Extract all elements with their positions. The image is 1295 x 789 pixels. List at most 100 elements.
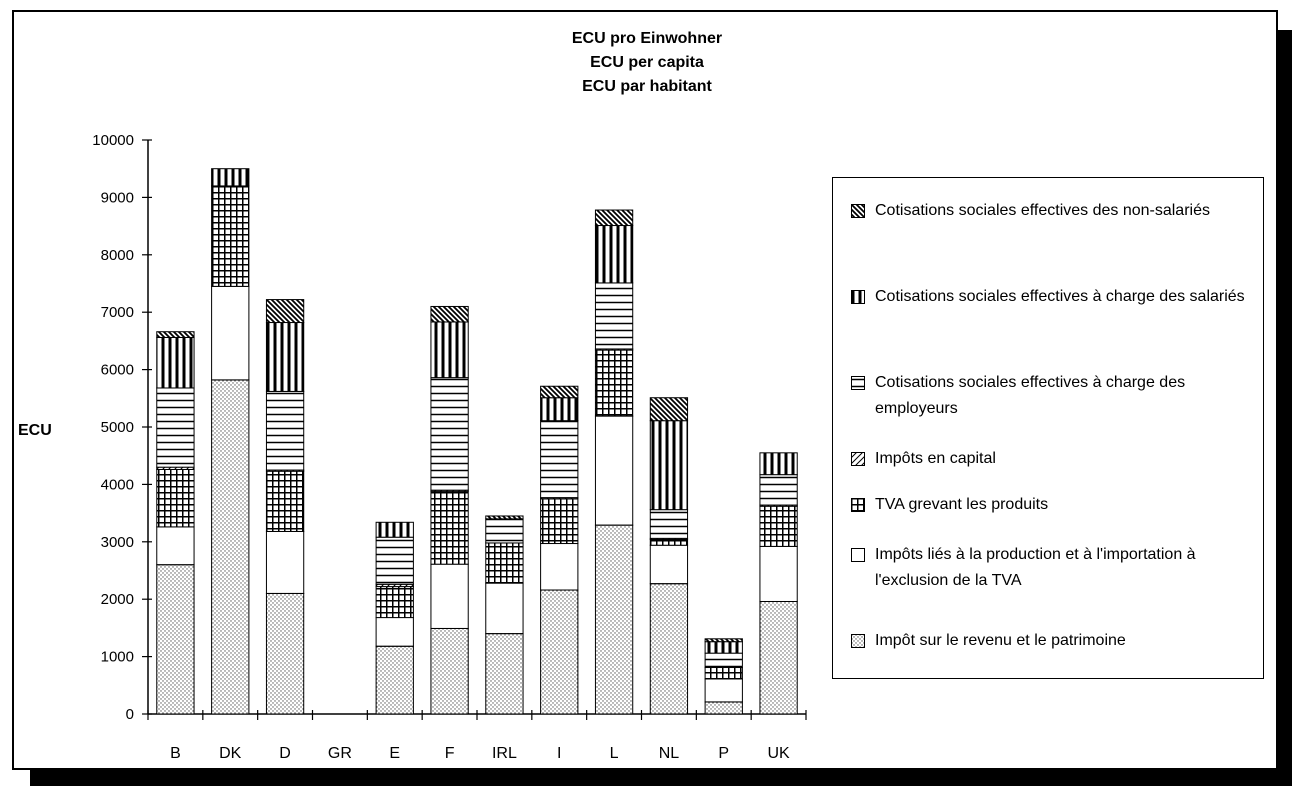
bar-segment bbox=[540, 543, 579, 591]
bar-segment bbox=[649, 509, 689, 539]
bar-segment bbox=[375, 521, 414, 538]
bar-segment bbox=[704, 652, 743, 669]
x-tick-label: D bbox=[279, 745, 291, 762]
bar-segment bbox=[375, 586, 414, 619]
legend-swatch bbox=[851, 498, 865, 512]
axes bbox=[142, 139, 807, 720]
bar-segment bbox=[430, 563, 469, 629]
bar-segment bbox=[540, 385, 579, 399]
chart-frame: ECU pro Einwohner ECU per capita ECU par… bbox=[12, 10, 1278, 770]
bar-segment bbox=[759, 600, 798, 715]
y-tick-label: 7000 bbox=[101, 304, 134, 321]
legend-label: Impôt sur le revenu et le patrimoine bbox=[875, 632, 1126, 649]
bar-segment bbox=[265, 530, 305, 594]
bar-segment bbox=[156, 468, 195, 528]
y-tick-label: 9000 bbox=[101, 189, 134, 206]
legend-swatch bbox=[851, 204, 865, 218]
y-tick-label: 5000 bbox=[101, 419, 134, 436]
bar-segment bbox=[265, 322, 305, 392]
bar-segment bbox=[430, 377, 469, 491]
bar-segment bbox=[375, 645, 414, 715]
y-tick-label: 10000 bbox=[92, 132, 134, 149]
bar-segment bbox=[156, 526, 195, 566]
bar-segment bbox=[156, 331, 195, 338]
x-tick-label: DK bbox=[219, 745, 242, 762]
bar-segment bbox=[759, 452, 798, 476]
bar-segment bbox=[540, 397, 579, 422]
legend-swatch bbox=[851, 548, 865, 562]
bar-segment bbox=[594, 415, 634, 526]
bar-segment bbox=[430, 490, 469, 565]
bar-segment bbox=[211, 185, 250, 287]
bar-segment bbox=[375, 536, 414, 585]
bar-segment bbox=[485, 518, 524, 544]
bar-segment bbox=[265, 299, 305, 324]
bar-segment bbox=[430, 321, 469, 379]
chart-title-line-3: ECU par habitant bbox=[582, 78, 712, 95]
bar-segment bbox=[704, 641, 743, 654]
chart-title-line-1: ECU pro Einwohner bbox=[571, 30, 723, 47]
bar-segment bbox=[430, 627, 469, 715]
bar-segment bbox=[704, 678, 743, 703]
y-axis-label: ECU bbox=[18, 422, 52, 439]
x-tick-label: IRL bbox=[492, 745, 517, 762]
bar-segment bbox=[594, 209, 634, 227]
bar-segment bbox=[485, 515, 524, 520]
bar-segment bbox=[649, 420, 689, 511]
bar-segment bbox=[211, 168, 250, 187]
x-tick-label: F bbox=[445, 745, 455, 762]
legend-label: TVA grevant les produits bbox=[875, 496, 1049, 513]
chart-title-line-2: ECU per capita bbox=[590, 54, 704, 71]
bar-segment bbox=[759, 474, 798, 506]
x-tick-label: GR bbox=[328, 745, 352, 762]
bar-segment bbox=[649, 544, 689, 585]
y-tick-label: 3000 bbox=[101, 534, 134, 551]
bar-segment bbox=[265, 390, 305, 471]
bar-segment bbox=[704, 667, 743, 680]
legend-label: Impôts en capital bbox=[875, 450, 996, 467]
y-tick-label: 6000 bbox=[101, 362, 134, 379]
bar-segment bbox=[156, 387, 195, 468]
y-tick-label: 8000 bbox=[101, 247, 134, 264]
legend-label: Cotisations sociales effectives des non-… bbox=[875, 202, 1210, 219]
bar-segment bbox=[540, 498, 579, 545]
bar-segment bbox=[156, 336, 195, 389]
bar-segment bbox=[649, 397, 689, 422]
legend-swatch bbox=[851, 634, 865, 648]
legend-swatch bbox=[851, 376, 865, 390]
x-tick-label: P bbox=[718, 745, 729, 762]
bar-segment bbox=[594, 349, 634, 417]
bar-segment bbox=[375, 617, 414, 647]
bar-segment bbox=[265, 470, 305, 532]
bar-segment bbox=[156, 564, 195, 715]
x-tick-label: NL bbox=[659, 745, 680, 762]
bar-segment bbox=[594, 524, 634, 715]
y-tick-label: 4000 bbox=[101, 476, 134, 493]
bar-segment bbox=[594, 282, 634, 350]
bar-segment bbox=[649, 539, 689, 546]
x-tick-label: B bbox=[170, 745, 181, 762]
bar-segment bbox=[485, 542, 524, 584]
bar-segment bbox=[759, 505, 798, 547]
bar-segment bbox=[265, 592, 305, 715]
x-tick-label: L bbox=[610, 745, 619, 762]
bar-segment bbox=[485, 633, 524, 715]
y-tick-label: 1000 bbox=[101, 649, 134, 666]
legend-label: Impôts liés à la production et à l'impor… bbox=[875, 546, 1196, 589]
legend-label: Cotisations sociales effectives à charge… bbox=[875, 374, 1186, 417]
bars bbox=[156, 168, 798, 715]
legend-swatch bbox=[851, 452, 865, 466]
bar-segment bbox=[594, 225, 634, 284]
tick-labels: 0 1000 2000 3000 4000 5000 6000 7000 8000 9000 100… bbox=[92, 132, 790, 762]
x-tick-label: I bbox=[557, 745, 561, 762]
y-tick-label: 0 bbox=[126, 706, 134, 723]
chart-plot: 0 1000 2000 3000 4000 5000 6000 7000 8000 9000 100… bbox=[92, 132, 807, 762]
bar-segment bbox=[430, 305, 469, 323]
legend-label: Cotisations sociales effectives à charge… bbox=[875, 288, 1245, 305]
x-tick-label: E bbox=[389, 745, 400, 762]
bar-segment bbox=[540, 589, 579, 715]
bar-segment bbox=[759, 545, 798, 602]
bar-segment bbox=[704, 701, 743, 715]
legend: Cotisations sociales effectives des non-… bbox=[832, 177, 1264, 679]
bar-segment bbox=[649, 583, 689, 715]
